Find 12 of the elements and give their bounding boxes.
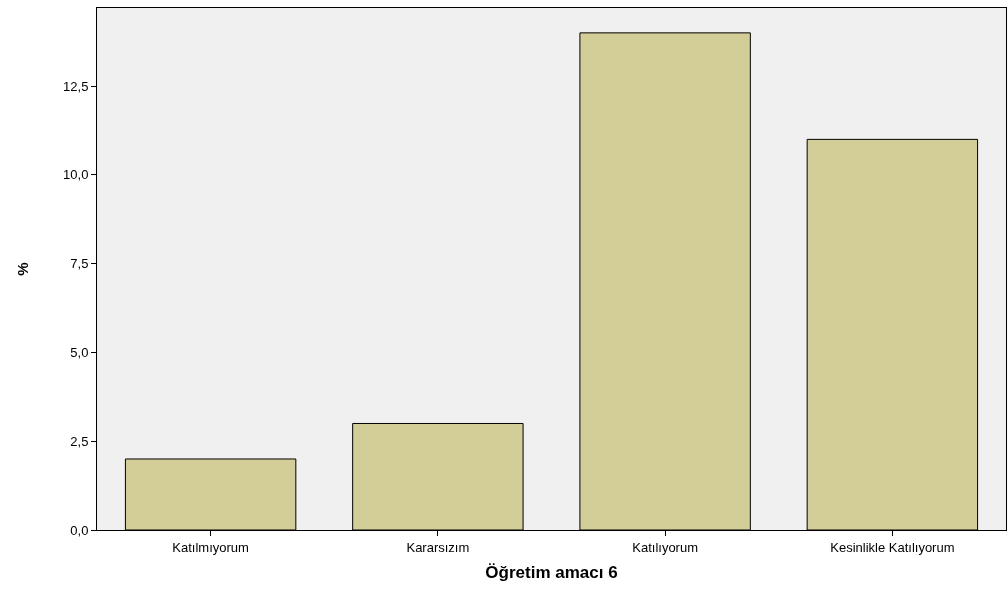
- x-tick-label: Kararsızım: [406, 539, 470, 555]
- x-tick-label: Kesinlikle Katılıyorum: [830, 539, 955, 555]
- y-tick-label: 0,0: [70, 522, 89, 538]
- y-axis-title: %: [14, 262, 32, 276]
- y-tick-label: 5,0: [70, 345, 89, 360]
- x-tick-label: Katılmıyorum: [172, 539, 249, 555]
- y-tick-label: 10,0: [63, 167, 89, 183]
- y-tick-label: 12,5: [63, 78, 89, 94]
- x-tick-label: Katılıyorum: [632, 539, 699, 555]
- y-tick-label: 2,5: [70, 433, 89, 449]
- y-tick-label: 7,5: [70, 256, 89, 272]
- x-axis-title: Öğretim amacı 6: [485, 563, 618, 582]
